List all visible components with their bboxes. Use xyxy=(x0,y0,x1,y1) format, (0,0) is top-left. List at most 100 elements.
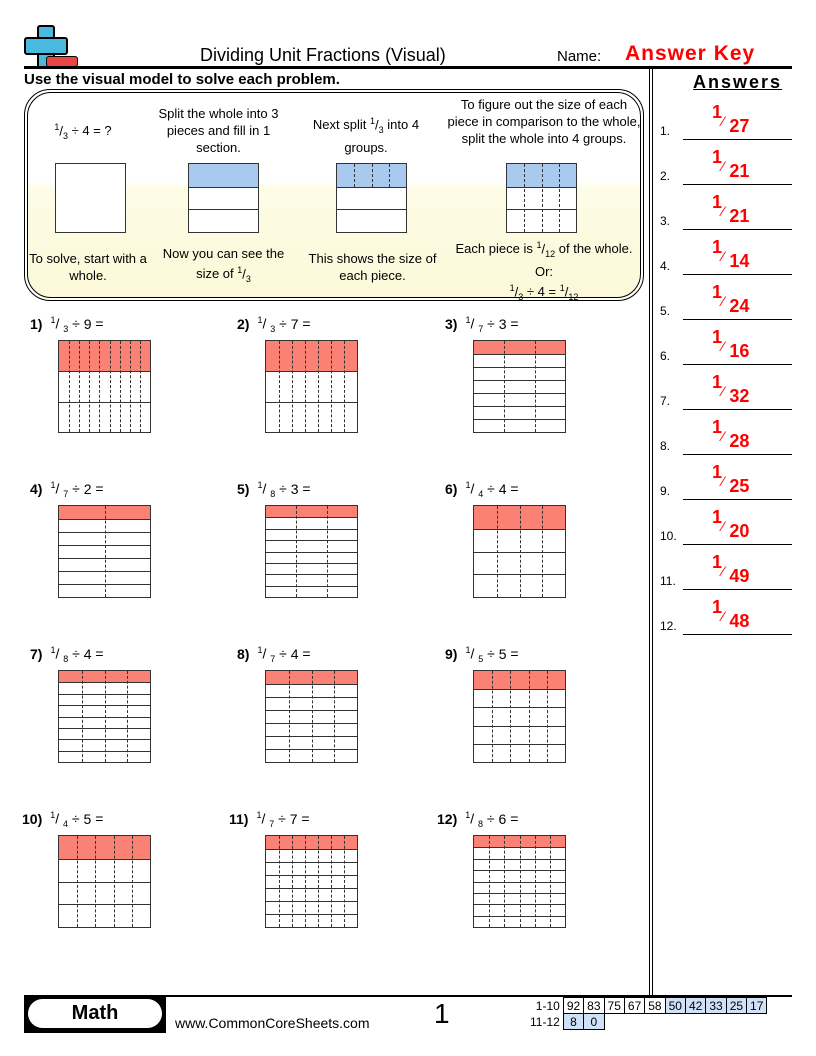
answer-number: 11. xyxy=(660,574,676,588)
answer-row: 10. 1⁄ 20 xyxy=(660,500,792,545)
score-cell: 83 xyxy=(583,997,605,1014)
score-cell: 50 xyxy=(664,997,686,1014)
example-step4-text: To figure out the size of each piece in … xyxy=(447,97,641,146)
column-divider xyxy=(519,506,521,597)
answer-number: 8. xyxy=(660,439,671,453)
column-divider xyxy=(77,836,79,927)
column-divider xyxy=(504,341,506,432)
column-divider xyxy=(104,671,106,762)
answer-number: 12. xyxy=(660,619,677,633)
answer-number: 9. xyxy=(660,484,671,498)
example-model-whole xyxy=(55,163,126,233)
column-divider xyxy=(292,341,293,432)
grid-row xyxy=(474,393,565,406)
example-step3-text: Next split 1/3 into 4 groups. xyxy=(312,116,420,155)
answer-value: 1⁄ 21 xyxy=(712,147,750,181)
column-divider xyxy=(318,836,319,927)
column-divider xyxy=(504,836,506,927)
shaded-row xyxy=(266,506,357,518)
answer-row: 5. 1⁄ 24 xyxy=(660,275,792,320)
answer-value: 1⁄ 49 xyxy=(712,552,750,586)
problem-model xyxy=(473,340,566,433)
column-divider xyxy=(354,164,356,187)
grid-row xyxy=(59,904,150,927)
problem-model xyxy=(58,505,151,598)
column-divider xyxy=(279,341,280,432)
column-divider xyxy=(371,164,373,187)
example-step2-caption: Now you can see the size of 1/3 xyxy=(162,246,285,284)
shaded-row xyxy=(59,341,150,372)
problem-question: 5) 1/ 8 ÷ 3 = xyxy=(237,480,311,500)
answer-value: 1⁄ 32 xyxy=(712,372,750,406)
score-cell: 25 xyxy=(725,997,748,1014)
column-divider xyxy=(79,341,81,432)
grid-row xyxy=(474,367,565,380)
example-model-thirds xyxy=(188,163,259,233)
column-divider xyxy=(496,506,498,597)
answer-number: 6. xyxy=(660,349,671,363)
score-row: 11-12 8 0 xyxy=(527,1013,767,1030)
grid-row xyxy=(266,862,357,875)
column-divider xyxy=(292,836,293,927)
problem-model xyxy=(473,835,566,928)
answers-divider xyxy=(649,68,653,996)
column-divider xyxy=(139,341,141,432)
answers-title: Answers xyxy=(693,72,783,92)
answer-line xyxy=(683,544,792,545)
grid-row xyxy=(266,551,357,563)
grid-row xyxy=(266,875,357,888)
column-divider xyxy=(127,671,129,762)
answer-line xyxy=(683,499,792,500)
problem-question: 8) 1/ 7 ÷ 4 = xyxy=(237,645,311,665)
column-divider xyxy=(89,341,91,432)
column-divider xyxy=(510,671,512,762)
column-divider xyxy=(549,836,551,927)
score-cell: 42 xyxy=(684,997,707,1014)
column-divider xyxy=(519,836,521,927)
subject-label: Math xyxy=(28,999,162,1028)
column-divider xyxy=(279,836,280,927)
problem-model xyxy=(58,835,151,928)
instructions: Use the visual model to solve each probl… xyxy=(24,71,340,88)
column-divider xyxy=(344,341,345,432)
grid-row xyxy=(189,209,258,232)
shaded-row xyxy=(189,164,258,187)
grid-row xyxy=(266,914,357,927)
answer-row: 8. 1⁄ 28 xyxy=(660,410,792,455)
problem-question: 1) 1/ 3 ÷ 9 = xyxy=(30,315,104,335)
score-row-label: 1-10 xyxy=(535,998,560,1013)
problem-question: 4) 1/ 7 ÷ 2 = xyxy=(30,480,104,500)
score-cell: 75 xyxy=(603,997,625,1014)
answer-row: 12. 1⁄ 48 xyxy=(660,590,792,635)
answer-number: 2. xyxy=(660,169,671,183)
answer-number: 5. xyxy=(660,304,671,318)
problem-model xyxy=(265,835,358,928)
column-divider xyxy=(119,341,121,432)
column-divider xyxy=(542,506,544,597)
shaded-row xyxy=(266,836,357,849)
answer-value: 1⁄ 27 xyxy=(712,102,750,136)
score-cell: 58 xyxy=(644,997,666,1014)
score-cell: 17 xyxy=(746,997,768,1014)
score-row: 1-10 92 83 75 67 58 50 42 33 25 17 xyxy=(527,997,768,1014)
answer-line xyxy=(683,634,792,635)
shaded-row xyxy=(266,341,357,372)
grid-row xyxy=(474,380,565,393)
column-divider xyxy=(534,341,536,432)
grid-row xyxy=(189,186,258,210)
grid-row xyxy=(59,401,150,432)
answer-row: 6. 1⁄ 16 xyxy=(660,320,792,365)
answer-value: 1⁄ 14 xyxy=(712,237,750,271)
answer-line xyxy=(683,319,792,320)
column-divider xyxy=(546,671,548,762)
answer-row: 2. 1⁄ 21 xyxy=(660,140,792,185)
column-divider xyxy=(109,341,111,432)
name-value: Answer Key xyxy=(625,42,756,65)
problem-question: 3) 1/ 7 ÷ 3 = xyxy=(445,315,519,335)
grid-row xyxy=(266,888,357,901)
column-divider xyxy=(305,836,306,927)
answer-row: 7. 1⁄ 32 xyxy=(660,365,792,410)
score-cell: 92 xyxy=(562,997,585,1014)
column-divider xyxy=(131,836,133,927)
grid-row xyxy=(474,689,565,707)
